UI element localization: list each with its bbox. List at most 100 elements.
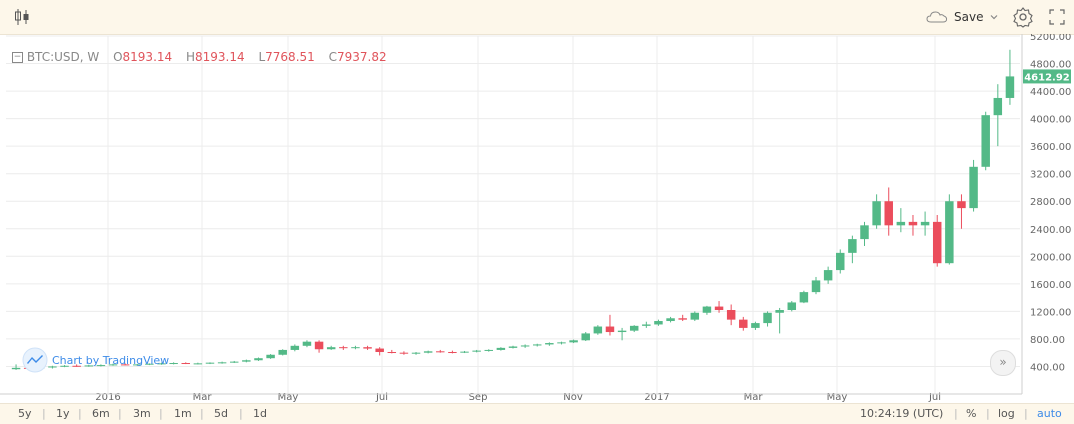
candle-body[interactable] — [84, 365, 94, 367]
candle-body[interactable] — [1005, 76, 1015, 98]
candle-body[interactable] — [423, 351, 433, 353]
candle-body[interactable] — [581, 333, 590, 341]
scroll-to-realtime-button[interactable]: » — [990, 350, 1016, 376]
tradingview-branding[interactable]: Chart by TradingView — [22, 347, 169, 373]
candle-body[interactable] — [920, 221, 930, 226]
candle-body[interactable] — [399, 352, 409, 354]
candle-body[interactable] — [593, 326, 603, 334]
candle-body[interactable] — [690, 312, 700, 320]
candle-body[interactable] — [302, 341, 312, 346]
candle-body[interactable] — [896, 221, 906, 226]
candle-body[interactable] — [157, 363, 166, 365]
candle-body[interactable] — [726, 310, 736, 320]
fullscreen-icon[interactable] — [1046, 6, 1068, 28]
period-5d[interactable]: 5d — [214, 407, 228, 420]
candle-body[interactable] — [229, 361, 239, 363]
price-chart[interactable]: 5200.00 4800.00 4400.00 4000.00 3600.00 3200.… — [0, 34, 1074, 403]
candle-body[interactable] — [872, 201, 881, 226]
candle-body[interactable] — [411, 352, 421, 354]
candle-body[interactable] — [945, 201, 954, 264]
candle-body[interactable] — [266, 354, 275, 359]
candle-body[interactable] — [860, 225, 869, 240]
candle-body[interactable] — [629, 325, 639, 331]
candle-body[interactable] — [181, 363, 190, 365]
candle-body[interactable] — [702, 306, 712, 313]
candle-body[interactable] — [751, 323, 760, 328]
period-1y[interactable]: 1y — [56, 407, 70, 420]
candle-body[interactable] — [908, 221, 918, 226]
candle-body[interactable] — [72, 365, 81, 367]
candle-body[interactable] — [981, 115, 990, 167]
candle-body[interactable] — [205, 362, 215, 364]
candle-body[interactable] — [884, 201, 893, 226]
candle-body[interactable] — [787, 302, 797, 311]
log-toggle[interactable]: log — [998, 407, 1015, 420]
candle-body[interactable] — [666, 318, 675, 322]
candle-body[interactable] — [569, 340, 578, 343]
candle-body[interactable] — [993, 97, 1003, 116]
candle-body[interactable] — [496, 347, 506, 350]
candle-body[interactable] — [217, 362, 227, 364]
period-6m[interactable]: 6m — [92, 407, 110, 420]
candle-body[interactable] — [605, 326, 615, 333]
candle-body[interactable] — [714, 306, 724, 311]
candle-body[interactable] — [654, 321, 663, 325]
clock-time[interactable]: 10:24:19 (UTC) — [860, 407, 944, 420]
candle-body[interactable] — [617, 330, 627, 333]
candle-body[interactable] — [969, 166, 978, 209]
chevron-down-icon[interactable] — [989, 12, 999, 22]
candle-body[interactable] — [508, 346, 518, 348]
candle-body[interactable] — [642, 324, 651, 326]
candle-body[interactable] — [326, 347, 336, 350]
candles-icon[interactable] — [12, 7, 32, 27]
candle-body[interactable] — [169, 363, 178, 365]
candle-body[interactable] — [775, 310, 784, 313]
candle-body[interactable] — [193, 363, 203, 365]
candle-body[interactable] — [145, 363, 154, 365]
candle-body[interactable] — [133, 364, 142, 366]
candle-body[interactable] — [848, 239, 857, 253]
candle-body[interactable] — [363, 347, 372, 349]
period-1m[interactable]: 1m — [174, 407, 192, 420]
candle-body[interactable] — [108, 364, 118, 366]
candle-body[interactable] — [242, 360, 251, 362]
candle-body[interactable] — [932, 221, 942, 264]
collapse-legend-icon[interactable]: − — [12, 52, 23, 63]
auto-toggle[interactable]: auto — [1037, 407, 1062, 420]
candle-body[interactable] — [339, 347, 348, 349]
period-1d[interactable]: 1d — [253, 407, 267, 420]
candle-body[interactable] — [484, 349, 494, 351]
candle-body[interactable] — [557, 342, 566, 344]
period-5y[interactable]: 5y — [18, 407, 32, 420]
candle-body[interactable] — [60, 365, 69, 367]
candle-body[interactable] — [811, 280, 821, 293]
candle-body[interactable] — [460, 351, 469, 353]
percent-toggle[interactable]: % — [966, 407, 977, 420]
candle-body[interactable] — [48, 366, 57, 368]
candle-body[interactable] — [472, 350, 481, 352]
candle-body[interactable] — [823, 270, 833, 281]
period-3m[interactable]: 3m — [133, 407, 151, 420]
candle-body[interactable] — [520, 345, 530, 347]
candle-body[interactable] — [96, 365, 106, 367]
candle-body[interactable] — [278, 349, 287, 355]
candle-body[interactable] — [678, 318, 687, 320]
candle-body[interactable] — [448, 352, 457, 354]
candle-body[interactable] — [375, 348, 384, 353]
save-button[interactable]: Save — [926, 6, 999, 28]
candle-body[interactable] — [532, 344, 542, 346]
candle-body[interactable] — [11, 367, 21, 370]
candle-body[interactable] — [836, 252, 845, 271]
candle-body[interactable] — [545, 343, 554, 345]
candle-body[interactable] — [314, 341, 324, 350]
candle-body[interactable] — [763, 312, 772, 324]
candle-body[interactable] — [290, 345, 300, 350]
candle-body[interactable] — [436, 351, 445, 353]
candle-body[interactable] — [739, 319, 748, 328]
candle-body[interactable] — [120, 364, 130, 366]
gear-icon[interactable] — [1012, 6, 1034, 28]
candle-body[interactable] — [799, 292, 809, 303]
candle-body[interactable] — [957, 201, 966, 209]
candle-body[interactable] — [387, 352, 397, 354]
candle-body[interactable] — [254, 358, 263, 361]
